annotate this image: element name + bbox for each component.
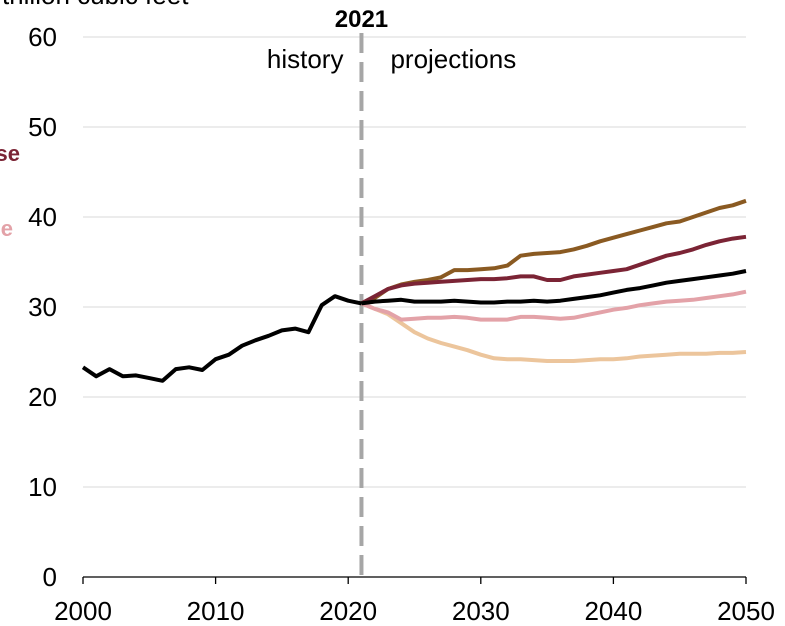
annotation: se [0, 141, 20, 166]
x-tick-label: 2020 [319, 596, 377, 626]
y-tick-label: 10 [28, 472, 57, 502]
y-tick-label: 40 [28, 202, 57, 232]
annotation: e [1, 216, 13, 241]
series-line [360, 234, 747, 306]
divider-label: 2021 [335, 6, 388, 33]
y-tick-label: 50 [28, 112, 57, 142]
x-tick-label: 2000 [54, 596, 112, 626]
y-tick-label: 0 [43, 562, 57, 592]
x-tick-label: 2050 [717, 596, 775, 626]
x-tick-label: 2010 [187, 596, 245, 626]
annotation: projections [390, 44, 516, 74]
series-line [360, 301, 747, 363]
y-tick-label: 30 [28, 292, 57, 322]
series-line [361, 269, 747, 306]
series-line [360, 198, 747, 306]
annotation: history [267, 44, 344, 74]
y-tick-label: 60 [28, 22, 57, 52]
y-tick-label: 20 [28, 382, 57, 412]
series-line [360, 289, 747, 322]
x-tick-label: 2030 [452, 596, 510, 626]
x-tick-label: 2040 [584, 596, 642, 626]
y-axis-label: trillion cubic feet [2, 0, 189, 10]
series-line [81, 294, 362, 383]
